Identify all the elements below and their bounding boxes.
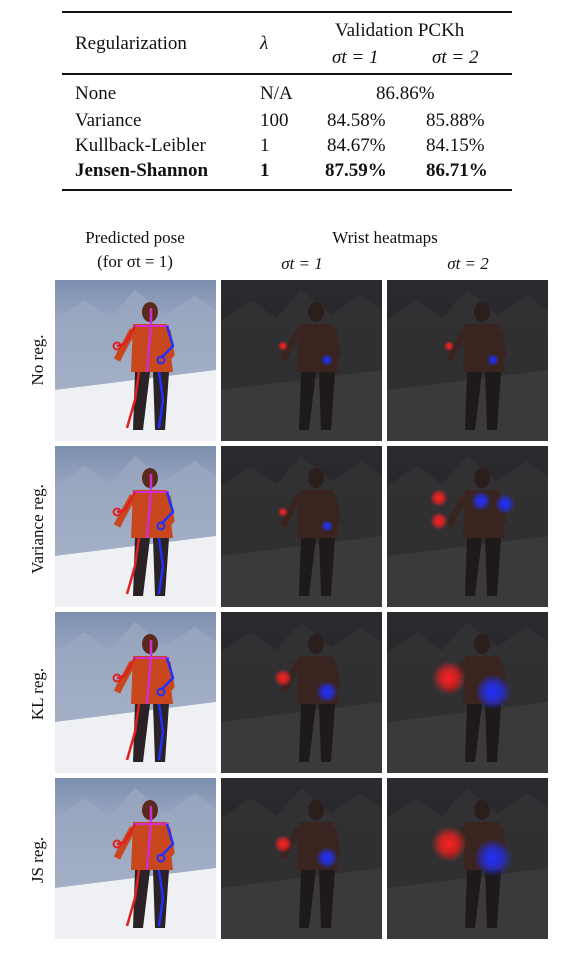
panel-variance-reg-heat-s2: [387, 446, 548, 607]
row-variance-s2: 85.88%: [426, 110, 485, 131]
row-none-lambda: N/A: [260, 83, 293, 104]
header-lambda: λ: [260, 33, 269, 54]
row-none-name: None: [75, 83, 117, 104]
panel-js-reg-heat-s1: [221, 778, 382, 939]
panel-kl-reg-heat-s1: [221, 612, 382, 773]
row-variance-lambda: 100: [260, 110, 289, 131]
panel-variance-reg-pose: [55, 446, 216, 607]
row-kl-s1: 84.67%: [327, 135, 386, 156]
col-heat-sigma-1: σt = 1: [281, 254, 323, 273]
row-js-lambda: 1: [260, 160, 270, 181]
col-heat-title: Wrist heatmaps: [332, 228, 438, 247]
panel-no-reg-heat-s1: [221, 280, 382, 441]
row-variance-name: Variance: [75, 110, 142, 131]
header-validation-pckh: Validation PCKh: [335, 20, 465, 41]
header-sigma-1: σt = 1: [332, 47, 379, 68]
row-kl-name: Kullback-Leibler: [75, 135, 206, 156]
panel-variance-reg-heat-s1: [221, 446, 382, 607]
col-pose-subtitle: (for σt = 1): [97, 252, 173, 271]
table-mid-rule: [62, 73, 512, 75]
header-regularization: Regularization: [75, 33, 187, 54]
panel-js-reg-pose: [55, 778, 216, 939]
row-label-kl-reg: KL reg.: [28, 667, 47, 721]
row-label-js-reg: JS reg.: [28, 836, 47, 884]
row-kl-s2: 84.15%: [426, 135, 485, 156]
row-label-no-reg: No reg.: [28, 334, 47, 386]
row-js-s1: 87.59%: [325, 160, 387, 181]
panel-no-reg-pose: [55, 280, 216, 441]
col-pose-title: Predicted pose: [85, 228, 185, 247]
row-js-name: Jensen-Shannon: [75, 160, 209, 181]
row-js-s2: 86.71%: [426, 160, 488, 181]
row-label-variance-reg: Variance reg.: [28, 484, 47, 574]
panel-kl-reg-pose: [55, 612, 216, 773]
panel-no-reg-heat-s2: [387, 280, 548, 441]
header-sigma-2: σt = 2: [432, 47, 479, 68]
table-top-rule: [62, 11, 512, 13]
panel-js-reg-heat-s2: [387, 778, 548, 939]
row-kl-lambda: 1: [260, 135, 270, 156]
row-variance-s1: 84.58%: [327, 110, 386, 131]
col-heat-sigma-2: σt = 2: [447, 254, 489, 273]
table-bottom-rule: [62, 189, 512, 191]
row-none-merged: 86.86%: [376, 83, 435, 104]
panel-kl-reg-heat-s2: [387, 612, 548, 773]
